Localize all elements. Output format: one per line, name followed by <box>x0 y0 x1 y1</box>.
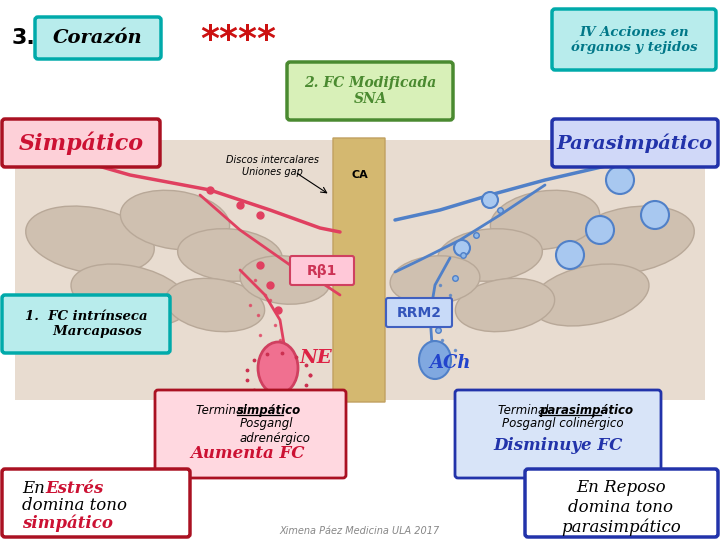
FancyBboxPatch shape <box>552 9 716 70</box>
Ellipse shape <box>438 229 542 281</box>
Text: Posgangl colinérgico: Posgangl colinérgico <box>502 417 624 430</box>
FancyBboxPatch shape <box>2 295 170 353</box>
Text: simpático: simpático <box>22 514 113 531</box>
Ellipse shape <box>419 341 451 379</box>
FancyBboxPatch shape <box>552 119 718 167</box>
Text: parasimpático: parasimpático <box>539 404 633 417</box>
Circle shape <box>586 216 614 244</box>
Text: ACh: ACh <box>429 354 471 372</box>
Circle shape <box>454 240 470 256</box>
Text: 3.: 3. <box>12 28 36 48</box>
Ellipse shape <box>26 206 154 274</box>
FancyBboxPatch shape <box>15 140 705 400</box>
FancyBboxPatch shape <box>386 298 452 327</box>
Text: Rβ1: Rβ1 <box>307 264 337 278</box>
Text: Corazón: Corazón <box>53 29 143 47</box>
Circle shape <box>641 201 669 229</box>
Ellipse shape <box>531 264 649 326</box>
Text: NE: NE <box>300 349 333 367</box>
Ellipse shape <box>120 190 230 249</box>
Text: Posgangl
adrenérgico: Posgangl adrenérgico <box>240 417 311 445</box>
FancyBboxPatch shape <box>290 256 354 285</box>
FancyBboxPatch shape <box>2 469 190 537</box>
Text: Terminal: Terminal <box>498 404 552 417</box>
Text: 1.  FC intrínseca
     Marcapasos: 1. FC intrínseca Marcapasos <box>24 310 148 338</box>
FancyBboxPatch shape <box>155 390 346 478</box>
Ellipse shape <box>490 190 600 249</box>
Text: CA: CA <box>352 170 369 180</box>
Ellipse shape <box>240 256 330 304</box>
Ellipse shape <box>566 206 694 274</box>
FancyBboxPatch shape <box>455 390 661 478</box>
Ellipse shape <box>178 229 282 281</box>
FancyBboxPatch shape <box>333 138 385 402</box>
Text: simpático: simpático <box>237 404 301 417</box>
Ellipse shape <box>71 264 189 326</box>
Circle shape <box>482 192 498 208</box>
Text: Estrés: Estrés <box>45 480 104 497</box>
Text: ****: **** <box>200 23 276 57</box>
Text: Terminal: Terminal <box>196 404 251 417</box>
Ellipse shape <box>166 278 265 332</box>
Text: Disminuye FC: Disminuye FC <box>493 437 623 454</box>
Circle shape <box>606 166 634 194</box>
Text: IV Acciones en
órganos y tejidos: IV Acciones en órganos y tejidos <box>571 26 697 55</box>
Ellipse shape <box>258 342 298 394</box>
Text: Aumenta FC: Aumenta FC <box>191 445 305 462</box>
Text: Parasimpático: Parasimpático <box>557 133 713 153</box>
Circle shape <box>556 241 584 269</box>
FancyBboxPatch shape <box>35 17 161 59</box>
Text: RRM2: RRM2 <box>397 306 441 320</box>
Text: Discos intercalares
Uniones gap: Discos intercalares Uniones gap <box>225 155 318 177</box>
Text: En Reposo
domina tono
parasimpático: En Reposo domina tono parasimpático <box>561 479 681 536</box>
FancyBboxPatch shape <box>2 119 160 167</box>
Text: 2. FC Modificada
SNA: 2. FC Modificada SNA <box>304 76 436 106</box>
Text: domina tono: domina tono <box>22 497 127 514</box>
Ellipse shape <box>455 278 554 332</box>
Text: Ximena Páez Medicina ULA 2017: Ximena Páez Medicina ULA 2017 <box>280 526 440 536</box>
Text: Simpático: Simpático <box>19 131 143 155</box>
Text: En: En <box>22 480 50 497</box>
Ellipse shape <box>390 256 480 304</box>
FancyBboxPatch shape <box>525 469 718 537</box>
FancyBboxPatch shape <box>287 62 453 120</box>
